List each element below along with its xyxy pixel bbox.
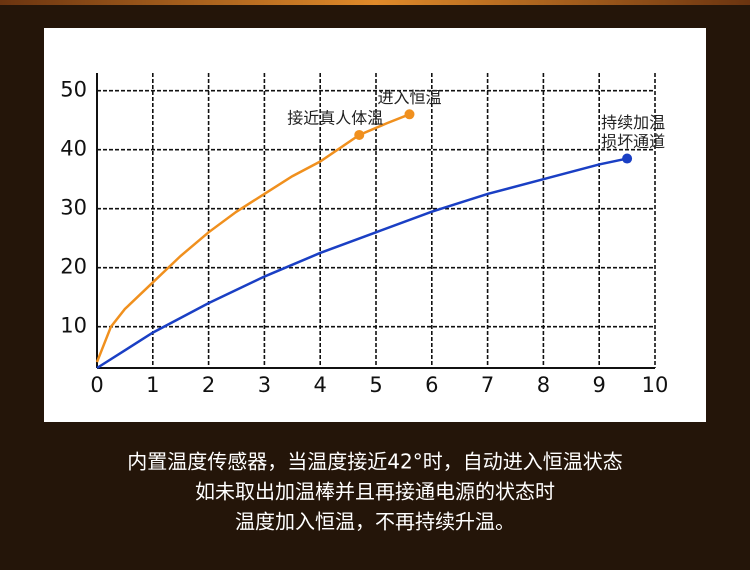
y-tick-label: 10 [60, 314, 87, 338]
x-tick-label: 6 [425, 373, 438, 397]
y-tick-label: 50 [60, 78, 87, 102]
y-tick-label: 40 [60, 137, 87, 161]
x-tick-label: 10 [642, 373, 669, 397]
plot-area: 10 20 30 40 50 0 1 2 3 4 5 6 7 8 9 10 接近真人体温进入恒温持续加温损坏通道… [60, 73, 668, 534]
y-tick-label: 20 [60, 255, 87, 279]
y-tick-label: 30 [60, 196, 87, 220]
x-tick-label: 0 [90, 373, 103, 397]
x-tick-label: 2 [202, 373, 215, 397]
annotation-marker [354, 129, 365, 140]
annotation-text: 持续加温 [601, 113, 665, 132]
chart-panel [44, 28, 706, 422]
annotation-text: 接近真人体温 [287, 108, 383, 127]
caption-line: 如未取出加温棒并且再接通电源的状态时 [195, 480, 555, 504]
annotation-marker [622, 153, 633, 164]
x-tick-label: 1 [146, 373, 159, 397]
x-tick-label: 4 [314, 373, 327, 397]
annotation-marker [404, 109, 415, 120]
x-tick-label: 3 [258, 373, 271, 397]
line-series [96, 157, 628, 370]
x-tick-label: 9 [593, 373, 606, 397]
top-strip [0, 0, 750, 5]
annotation-text: 损坏通道 [601, 132, 665, 151]
caption-line: 内置温度传感器，当温度接近42°时，自动进入恒温状态 [127, 450, 622, 474]
x-tick-label: 7 [481, 373, 494, 397]
caption-line: 温度加入恒温，不再持续升温。 [235, 510, 515, 534]
x-tick-label: 8 [537, 373, 550, 397]
x-tick-label: 5 [369, 373, 382, 397]
annotation-text: 进入恒温 [377, 88, 441, 107]
